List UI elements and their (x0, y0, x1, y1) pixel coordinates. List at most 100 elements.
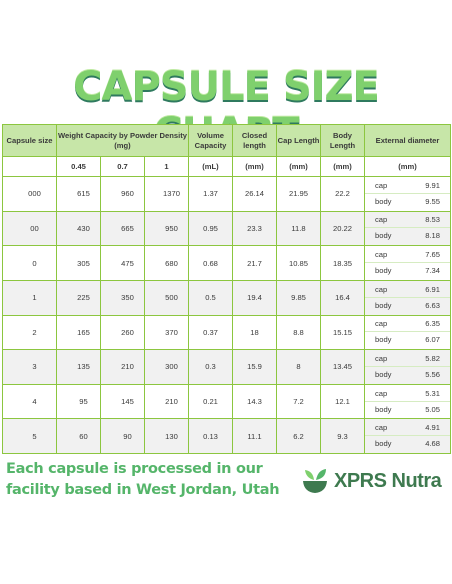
cap-diameter-line: cap 6.35 (365, 316, 450, 333)
header-volume-capacity: Volume Capacity (188, 124, 233, 157)
cap-label: cap (375, 353, 388, 363)
table-cell: 16.4 (320, 279, 365, 316)
subheader-unit: (mL) (188, 156, 233, 177)
table-cell: 21.7 (232, 245, 277, 281)
subheader-unit: (mm) (276, 156, 321, 177)
table-row: 4 95 145 210 0.21 14.3 7.2 12.1 cap 5.31 body 5.05 (2, 383, 451, 420)
body-diameter-value: 5.56 (425, 369, 440, 379)
table-cell: 10.85 (276, 245, 321, 281)
table-cell: 0.37 (188, 314, 233, 351)
table-cell: 950 (144, 210, 189, 247)
external-diameter-cell: cap 9.91 body 9.55 (364, 176, 451, 212)
subheader-unit: (mm) (320, 156, 365, 177)
table-cell: 370 (144, 314, 189, 351)
cap-diameter-line: cap 9.91 (365, 178, 450, 194)
table-cell: 145 (100, 383, 145, 420)
header-cap-length: Cap Length (276, 124, 321, 157)
table-cell: 0.68 (188, 245, 233, 281)
body-diameter-value: 7.34 (425, 266, 440, 276)
table-cell: 475 (100, 245, 145, 281)
table-cell: 13.45 (320, 349, 365, 385)
footer-text: Each capsule is processed in our facilit… (6, 459, 296, 501)
cap-label: cap (375, 423, 388, 433)
table-cell: 350 (100, 279, 145, 316)
capsule-size-cell: 4 (2, 383, 57, 420)
table-cell: 135 (56, 349, 101, 385)
capsule-size-cell: 000 (2, 176, 57, 212)
cap-label: cap (375, 319, 388, 329)
table-row: 5 60 90 130 0.13 11.1 6.2 9.3 cap 4.91 body 4.68 (2, 418, 451, 454)
body-diameter-line: body 5.05 (365, 402, 450, 418)
body-diameter-value: 4.68 (425, 439, 440, 449)
table-cell: 90 (100, 418, 145, 454)
table-cell: 8 (276, 349, 321, 385)
table-cell: 210 (100, 349, 145, 385)
cap-diameter-line: cap 7.65 (365, 247, 450, 264)
table-cell: 225 (56, 279, 101, 316)
table-cell: 300 (144, 349, 189, 385)
body-diameter-line: body 6.63 (365, 298, 450, 314)
table-cell: 0.21 (188, 383, 233, 420)
table-cell: 0.95 (188, 210, 233, 247)
table-cell: 430 (56, 210, 101, 247)
cap-label: cap (375, 215, 388, 225)
table-cell: 210 (144, 383, 189, 420)
subheader-unit: (mm) (364, 156, 451, 177)
table-cell: 305 (56, 245, 101, 281)
body-label: body (375, 335, 392, 345)
header-external-diameter: External diameter (364, 124, 451, 157)
capsule-size-cell: 3 (2, 349, 57, 385)
table-cell: 615 (56, 176, 101, 212)
body-diameter-value: 8.18 (425, 231, 440, 241)
header-capsule-size: Capsule size (2, 124, 57, 157)
table-cell: 19.4 (232, 279, 277, 316)
leaf-bowl-icon (303, 469, 327, 493)
brand-name: XPRS Nutra (334, 469, 442, 492)
external-diameter-cell: cap 8.53 body 8.18 (364, 210, 451, 247)
body-diameter-value: 9.55 (425, 196, 440, 206)
table-cell: 0.5 (188, 279, 233, 316)
cap-diameter-value: 4.91 (425, 423, 440, 433)
table-cell: 260 (100, 314, 145, 351)
cap-label: cap (375, 388, 388, 398)
table-cell: 14.3 (232, 383, 277, 420)
table-cell: 26.14 (232, 176, 277, 212)
cap-diameter-value: 5.31 (425, 388, 440, 398)
body-diameter-value: 5.05 (425, 404, 440, 414)
table-cell: 6.2 (276, 418, 321, 454)
body-label: body (375, 196, 392, 206)
table-cell: 95 (56, 383, 101, 420)
table-cell: 23.3 (232, 210, 277, 247)
table-cell: 680 (144, 245, 189, 281)
external-diameter-cell: cap 4.91 body 4.68 (364, 418, 451, 454)
table-cell: 8.8 (276, 314, 321, 351)
table-cell: 60 (56, 418, 101, 454)
table-row: 000 615 960 1370 1.37 26.14 21.95 22.2 cap 9.91 bo… (2, 176, 451, 212)
table-cell: 18.35 (320, 245, 365, 281)
table-cell: 665 (100, 210, 145, 247)
cap-diameter-value: 9.91 (425, 180, 440, 190)
cap-label: cap (375, 250, 388, 260)
capsule-size-cell: 00 (2, 210, 57, 247)
capsule-size-cell: 5 (2, 418, 57, 454)
body-diameter-line: body 7.34 (365, 263, 450, 279)
table-cell: 9.3 (320, 418, 365, 454)
table-cell: 1.37 (188, 176, 233, 212)
table-cell: 9.85 (276, 279, 321, 316)
body-label: body (375, 404, 392, 414)
header-closed-length: Closed length (232, 124, 277, 157)
external-diameter-cell: cap 7.65 body 7.34 (364, 245, 451, 281)
body-label: body (375, 300, 392, 310)
subheader-empty (2, 156, 57, 177)
table-cell: 18 (232, 314, 277, 351)
table-row: 2 165 260 370 0.37 18 8.8 15.15 cap 6.35 body 6.07 (2, 314, 451, 351)
table-cell: 12.1 (320, 383, 365, 420)
table-cell: 500 (144, 279, 189, 316)
cap-diameter-line: cap 4.91 (365, 420, 450, 437)
cap-diameter-line: cap 5.31 (365, 386, 450, 402)
cap-label: cap (375, 284, 388, 294)
cap-diameter-line: cap 5.82 (365, 351, 450, 367)
subheader-density: 1 (144, 156, 189, 177)
table-row: 1 225 350 500 0.5 19.4 9.85 16.4 cap 6.91 body 6.63 (2, 279, 451, 316)
table-cell: 15.9 (232, 349, 277, 385)
